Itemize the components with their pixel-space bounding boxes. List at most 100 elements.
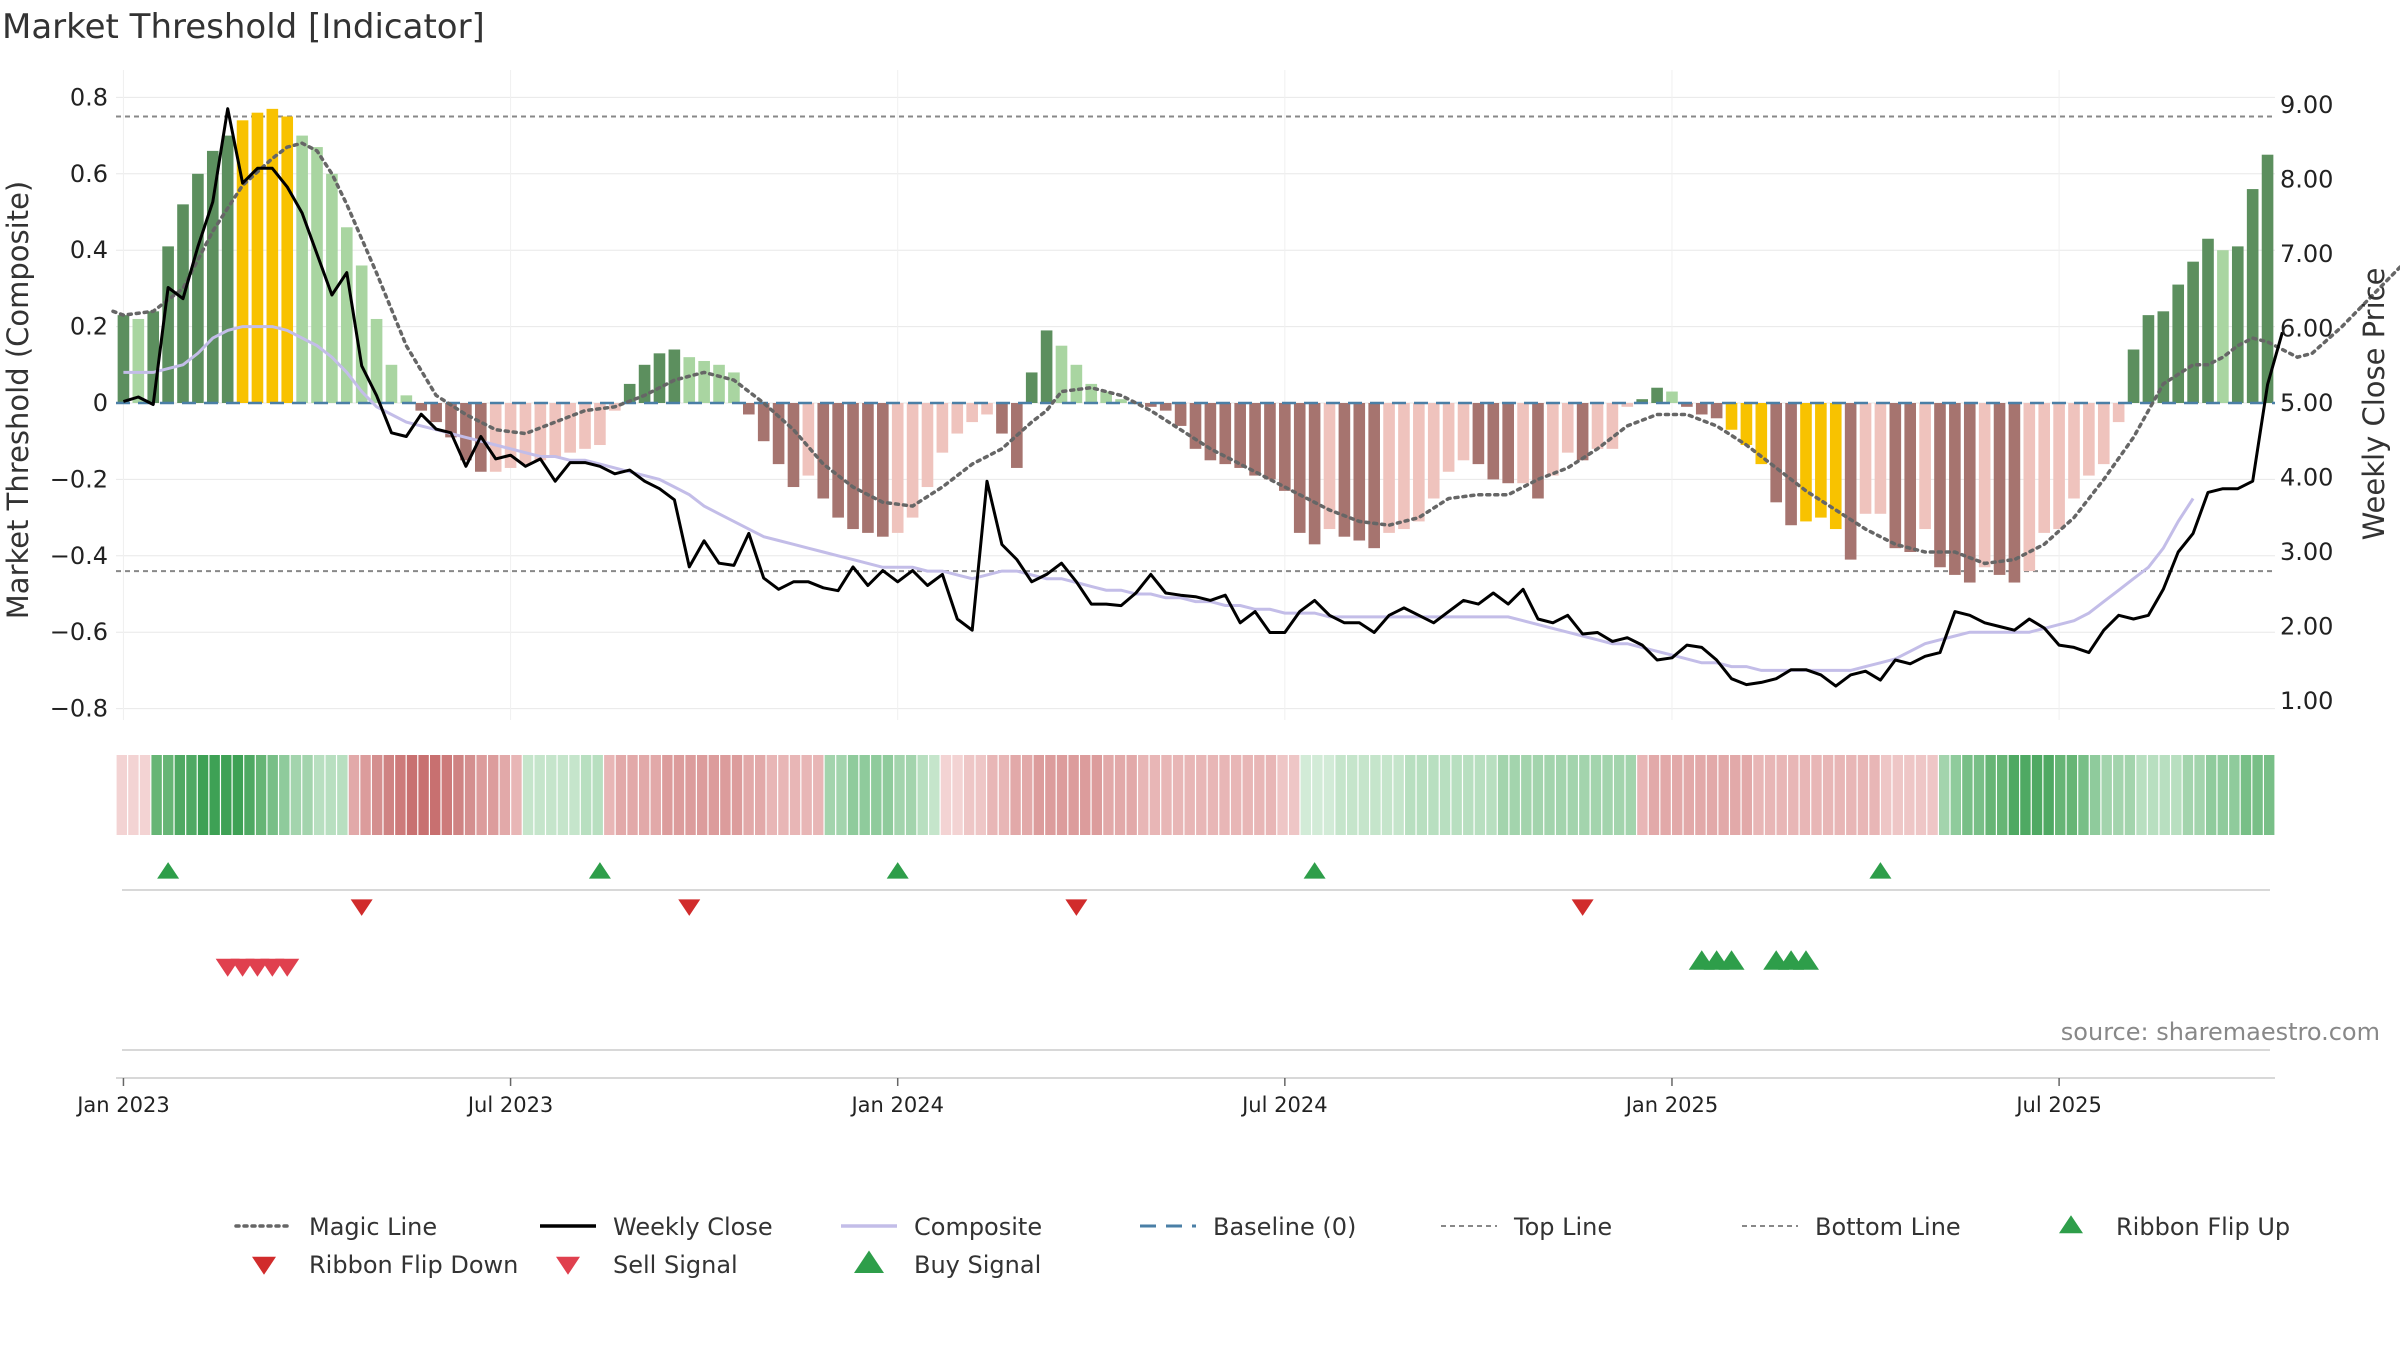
bar-week-114 xyxy=(1800,403,1812,522)
bar-week-55 xyxy=(921,403,934,488)
ribbon-segment-28 xyxy=(430,755,441,835)
ribbon-segment-72 xyxy=(940,755,952,835)
ribbon-segment-51 xyxy=(696,755,708,835)
ribbon-segment-162 xyxy=(1985,755,1996,835)
x-axis-ticks: Jan 2023 Jul 2023 Jan 2024 Jul 2024 Jan 2025… xyxy=(75,1078,2102,1117)
ribbon-segment-87 xyxy=(1114,755,1126,835)
ribbon-segment-102 xyxy=(1288,755,1300,835)
bar-week-73 xyxy=(1189,403,1202,449)
ribbon-flip-up-marker-2 xyxy=(886,862,909,879)
ribbon-segment-174 xyxy=(2124,755,2136,835)
bar-week-91 xyxy=(1457,403,1470,461)
buy-signal-marker-2 xyxy=(1718,950,1745,970)
bar-week-100 xyxy=(1591,403,1604,449)
bar-week-71 xyxy=(1159,403,1172,411)
legend-label-9: Buy Signal xyxy=(914,1251,1041,1279)
ribbon-segment-86 xyxy=(1103,755,1114,835)
bar-week-53 xyxy=(891,403,904,533)
legend-label-2: Composite xyxy=(914,1213,1042,1241)
ribbon-segment-19 xyxy=(325,755,336,835)
ribbon-flip-down-marker-2 xyxy=(1065,899,1088,916)
bar-week-52 xyxy=(877,403,889,537)
y-tick-label-2: 0.4 xyxy=(70,236,108,264)
bar-week-137 xyxy=(2142,315,2155,403)
bar-week-103 xyxy=(1636,399,1648,403)
ribbon-segment-78 xyxy=(1010,755,1021,835)
ribbon-segment-153 xyxy=(1880,755,1892,835)
bar-week-93 xyxy=(1487,403,1500,480)
ribbon-segment-136 xyxy=(1683,755,1695,835)
bar-week-129 xyxy=(2023,403,2036,572)
ribbon-segment-9 xyxy=(209,755,220,835)
ribbon-segment-52 xyxy=(708,755,719,835)
ribbon-segment-166 xyxy=(2031,755,2043,835)
ribbon-segment-97 xyxy=(1230,755,1242,835)
bar-week-75 xyxy=(1219,403,1232,465)
ribbon-segment-21 xyxy=(348,755,360,835)
x-tick-label-5: Jul 2025 xyxy=(2014,1093,2101,1117)
ribbon-segment-181 xyxy=(2205,755,2217,835)
bar-week-141 xyxy=(2202,238,2214,403)
bar-week-87 xyxy=(1398,403,1410,530)
bar-week-134 xyxy=(2097,403,2110,465)
bar-week-78 xyxy=(1264,403,1276,480)
ribbon-segment-16 xyxy=(290,755,302,835)
bar-week-122 xyxy=(1919,403,1931,530)
bar-week-60 xyxy=(996,403,1008,434)
ribbon-segment-105 xyxy=(1323,755,1335,835)
ribbon-segment-43 xyxy=(604,755,615,835)
ribbon-segment-84 xyxy=(1080,755,1091,835)
y-tick-label-7: −0.6 xyxy=(50,618,108,646)
bar-week-41 xyxy=(713,364,725,403)
ribbon-segment-49 xyxy=(673,755,685,835)
bar-week-88 xyxy=(1413,403,1425,522)
legend-label-8: Sell Signal xyxy=(613,1251,738,1279)
ribbon-segment-164 xyxy=(2008,755,2020,835)
y-axis-right-label: Weekly Close Price xyxy=(2357,268,2391,541)
ribbon-segment-2 xyxy=(128,755,139,835)
ribbon-segment-129 xyxy=(1602,755,1613,835)
bar-week-111 xyxy=(1755,403,1768,465)
ribbon-segment-8 xyxy=(197,755,209,835)
y-right-tick-label-1: 2.00 xyxy=(2280,613,2333,641)
ribbon-segment-92 xyxy=(1172,755,1184,835)
bar-week-27 xyxy=(504,403,517,468)
bar-week-92 xyxy=(1472,403,1485,465)
ribbon-segment-71 xyxy=(929,755,940,835)
ribbon-segment-103 xyxy=(1300,755,1311,835)
bar-week-140 xyxy=(2187,261,2199,403)
ribbon-flip-down-marker-3 xyxy=(1571,899,1594,916)
bar-week-22 xyxy=(430,403,442,423)
composite-line xyxy=(123,325,2195,672)
y-tick-label-4: 0 xyxy=(93,389,108,417)
ribbon-segment-168 xyxy=(2055,755,2066,835)
ribbon-segment-122 xyxy=(1521,755,1532,835)
bar-week-20 xyxy=(400,395,413,403)
y-tick-label-8: −0.8 xyxy=(50,695,108,723)
ribbon-segment-172 xyxy=(2101,755,2112,835)
ribbon-segment-65 xyxy=(859,755,870,835)
y-right-tick-label-0: 1.00 xyxy=(2280,687,2333,715)
bar-week-97 xyxy=(1547,403,1559,476)
bar-week-51 xyxy=(862,403,874,533)
ribbon-segment-154 xyxy=(1892,755,1903,835)
ribbon-segment-82 xyxy=(1056,755,1068,835)
bar-week-38 xyxy=(668,349,681,403)
ribbon-segment-178 xyxy=(2171,755,2182,835)
y-right-tick-label-7: 8.00 xyxy=(2280,166,2333,194)
ribbon-segment-107 xyxy=(1346,755,1358,835)
y-tick-label-6: −0.4 xyxy=(50,542,108,570)
bar-week-70 xyxy=(1145,403,1157,407)
bar-week-68 xyxy=(1115,399,1127,403)
bar-week-117 xyxy=(1844,403,1857,560)
ribbon-segment-156 xyxy=(1915,755,1927,835)
ribbon-segment-142 xyxy=(1753,755,1764,835)
y-tick-label-5: −0.2 xyxy=(50,465,108,493)
ribbon-segment-113 xyxy=(1416,755,1428,835)
ribbon-segment-98 xyxy=(1242,755,1253,835)
x-tick-label-2: Jan 2024 xyxy=(849,1093,944,1117)
ribbon-segment-133 xyxy=(1648,755,1660,835)
bar-week-15 xyxy=(326,173,338,403)
bar-week-48 xyxy=(817,403,830,499)
ribbon-segment-48 xyxy=(662,755,673,835)
